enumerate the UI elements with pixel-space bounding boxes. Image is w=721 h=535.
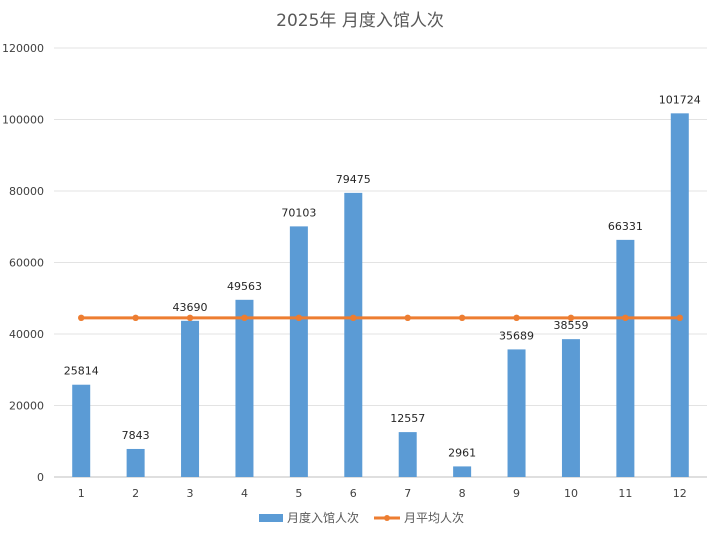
x-tick-label: 1	[78, 487, 85, 500]
y-tick-label: 100000	[2, 114, 44, 127]
bar	[344, 192, 363, 477]
x-tick-label: 3	[187, 487, 194, 500]
data-label: 66331	[608, 220, 643, 233]
bar	[670, 113, 689, 477]
x-tick-label: 6	[350, 487, 357, 500]
chart-title: 2025年 月度入馆人次	[276, 11, 444, 31]
y-tick-label: 0	[37, 471, 44, 484]
bar	[561, 339, 580, 477]
legend: 月度入馆人次 月平均人次	[259, 510, 464, 525]
legend-label-bar: 月度入馆人次	[287, 510, 359, 525]
data-label: 12557	[390, 412, 425, 425]
x-tick-label: 5	[295, 487, 302, 500]
bar	[507, 349, 526, 477]
legend-swatch-marker	[384, 515, 390, 521]
data-label: 25814	[64, 365, 99, 378]
line-marker	[295, 314, 303, 322]
bar	[289, 226, 308, 477]
legend-label-line: 月平均人次	[404, 511, 464, 525]
x-axis: 1 2 3 4 5 6 7 8 9 10 11 12	[78, 487, 687, 500]
y-axis: 0 20000 40000 60000 80000 100000 120000	[2, 42, 44, 484]
x-tick-label: 2	[132, 487, 139, 500]
line-marker	[132, 314, 139, 322]
x-tick-label: 4	[241, 487, 248, 500]
y-tick-label: 60000	[9, 257, 44, 270]
line-marker	[186, 314, 194, 322]
line-marker	[404, 314, 411, 322]
line-marker	[78, 314, 85, 322]
x-tick-label: 8	[459, 487, 466, 500]
bar	[126, 448, 145, 477]
y-tick-label: 20000	[9, 400, 44, 413]
line-marker	[241, 314, 248, 322]
data-label: 70103	[281, 206, 316, 219]
x-tick-label: 11	[618, 487, 632, 500]
data-label: 35689	[499, 329, 534, 342]
bar	[398, 432, 417, 477]
line-marker	[622, 314, 629, 322]
x-tick-label: 10	[564, 487, 578, 500]
line-marker	[458, 314, 466, 322]
gridlines	[54, 47, 707, 478]
data-label: 38559	[553, 319, 588, 332]
data-label: 49563	[227, 280, 262, 293]
bar-series	[72, 113, 689, 477]
y-tick-label: 40000	[9, 328, 44, 341]
data-label: 43690	[173, 301, 208, 314]
data-labels: 25814 7843 43690 49563 70103 79475 12557 2961 35…	[64, 93, 701, 459]
legend-swatch-bar	[259, 514, 283, 522]
line-marker	[567, 314, 575, 322]
y-tick-label: 120000	[2, 42, 44, 55]
x-tick-label: 7	[404, 487, 411, 500]
bar	[616, 239, 635, 477]
x-tick-label: 9	[513, 487, 520, 500]
data-label: 79475	[336, 173, 371, 186]
line-series	[78, 314, 683, 322]
bar	[181, 320, 200, 477]
data-label: 101724	[659, 93, 701, 106]
bar	[72, 384, 91, 477]
data-label: 7843	[122, 429, 150, 442]
line-marker	[513, 314, 520, 322]
data-label: 2961	[448, 446, 476, 459]
bar	[235, 299, 254, 477]
bar	[453, 466, 472, 477]
line-marker	[676, 314, 683, 322]
line-marker	[350, 314, 357, 322]
y-tick-label: 80000	[9, 185, 44, 198]
x-tick-label: 12	[673, 487, 687, 500]
